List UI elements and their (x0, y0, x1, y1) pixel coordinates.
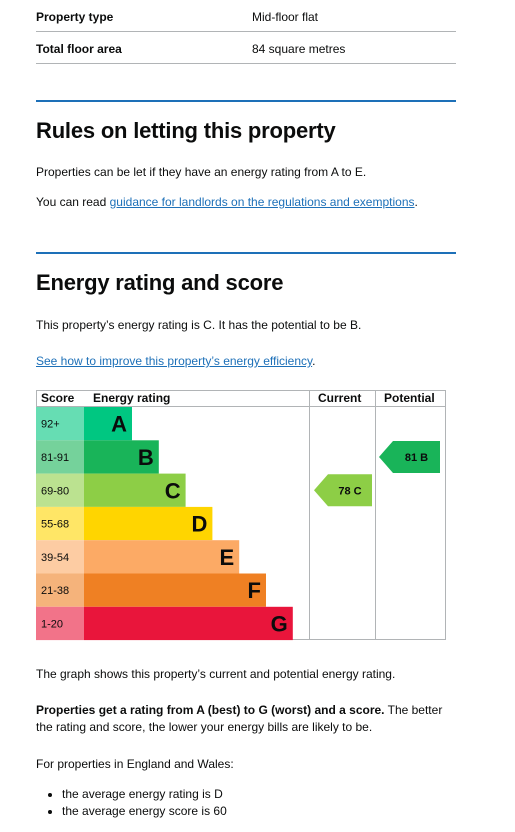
score-label: 81-91 (41, 452, 69, 464)
rating-letter: E (220, 545, 235, 570)
summary-list: Property type Mid-floor flat Total floor… (36, 0, 456, 64)
graph-note: The graph shows this property’s current … (36, 667, 396, 681)
improve-link-suffix: . (312, 354, 316, 368)
header-score: Score (41, 391, 75, 405)
guidance-suffix: . (414, 195, 418, 209)
energy-rating-chart: Score Energy rating Current Potential 92… (36, 390, 446, 641)
rating-bar-g (84, 606, 293, 641)
summary-value: Mid-floor flat (252, 10, 319, 24)
rating-explanation-bold: Properties get a rating from A (best) to… (36, 703, 385, 717)
rating-explanation: Properties get a rating from A (best) to… (36, 702, 456, 736)
score-cell (36, 606, 84, 641)
score-cell (36, 440, 84, 474)
rating-letter: C (165, 478, 181, 503)
header-potential: Potential (384, 391, 435, 405)
score-label: 21-38 (41, 585, 69, 597)
rating-bar-d (84, 506, 213, 541)
rating-letter: B (138, 445, 154, 470)
score-cell (36, 540, 84, 574)
summary-value: 84 square metres (252, 42, 346, 56)
rating-bar-c (84, 473, 186, 507)
score-label: 69-80 (41, 485, 69, 497)
score-label: 55-68 (41, 519, 69, 531)
summary-key: Total floor area (36, 42, 122, 56)
score-cell (36, 506, 84, 541)
rating-letter: D (192, 512, 208, 537)
rating-bar-a (84, 407, 132, 441)
averages-list: the average energy rating is D the avera… (36, 786, 227, 820)
rating-bar-b (84, 440, 159, 474)
header-energy-rating: Energy rating (93, 391, 170, 405)
potential-rating-arrow (379, 440, 440, 473)
energy-rating-paragraph: This property’s energy rating is C. It h… (36, 318, 362, 332)
current-rating-arrow (314, 474, 372, 507)
improve-link-paragraph: See how to improve this property’s energ… (36, 353, 466, 370)
summary-row-floor-area: Total floor area 84 square metres (36, 32, 456, 64)
score-label: 39-54 (41, 552, 69, 564)
score-label: 92+ (41, 419, 60, 431)
guidance-prefix: You can read (36, 195, 110, 209)
average-score-item: the average energy score is 60 (62, 803, 227, 820)
rating-letter: A (111, 412, 127, 437)
section-divider (36, 100, 456, 102)
summary-key: Property type (36, 10, 114, 24)
rating-bar-f (84, 573, 266, 607)
section-divider (36, 252, 456, 254)
score-cell (36, 573, 84, 607)
score-cell (36, 473, 84, 507)
rating-letter: F (248, 578, 261, 603)
summary-row-property-type: Property type Mid-floor flat (36, 0, 456, 32)
letting-heading: Rules on letting this property (36, 118, 336, 143)
average-rating-item: the average energy rating is D (62, 786, 227, 803)
england-wales-intro: For properties in England and Wales: (36, 757, 234, 771)
improve-efficiency-link[interactable]: See how to improve this property’s energ… (36, 354, 313, 368)
rating-letter: G (271, 611, 288, 636)
rating-explanation-rest: The better the rating and score, the low… (36, 703, 443, 734)
rating-bar-e (84, 540, 240, 574)
energy-heading: Energy rating and score (36, 270, 284, 295)
potential-rating-label: 81 B (405, 452, 428, 464)
header-current: Current (318, 391, 361, 405)
letting-paragraph: Properties can be let if they have an en… (36, 165, 367, 179)
score-label: 1-20 (41, 618, 63, 630)
letting-guidance-paragraph: You can read guidance for landlords on t… (36, 194, 466, 211)
landlord-guidance-link[interactable]: guidance for landlords on the regulation… (109, 195, 415, 209)
current-rating-label: 78 C (338, 485, 361, 497)
score-cell (36, 407, 84, 441)
